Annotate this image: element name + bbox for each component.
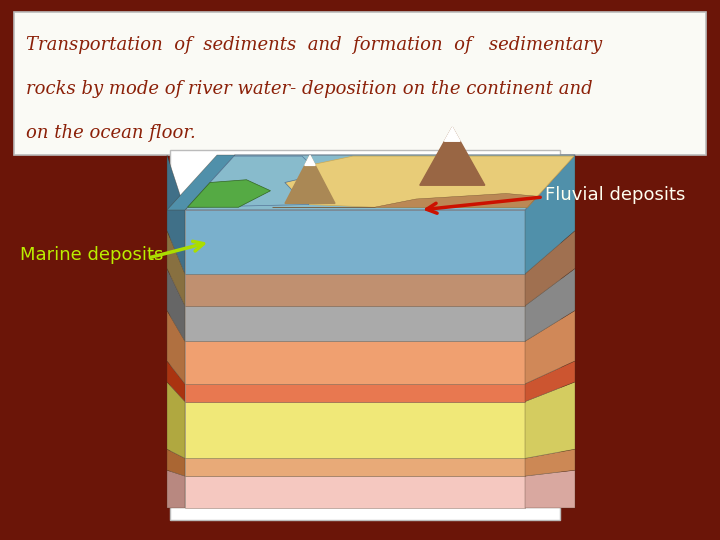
- Polygon shape: [525, 470, 575, 508]
- Polygon shape: [525, 310, 575, 384]
- Bar: [185, 402, 525, 458]
- Polygon shape: [525, 231, 575, 306]
- Polygon shape: [185, 155, 575, 210]
- Bar: [170, 150, 560, 520]
- Text: on the ocean floor.: on the ocean floor.: [26, 124, 196, 142]
- Polygon shape: [525, 361, 575, 402]
- Text: rocks by mode of river water- deposition on the continent and: rocks by mode of river water- deposition…: [26, 80, 593, 98]
- Polygon shape: [167, 449, 185, 476]
- Text: Transportation  of  sediments  and  formation  of   sedimentary: Transportation of sediments and formatio…: [26, 36, 602, 54]
- Bar: [185, 341, 525, 384]
- Polygon shape: [444, 127, 460, 141]
- Polygon shape: [525, 155, 575, 274]
- Polygon shape: [285, 156, 335, 204]
- Bar: [185, 458, 525, 476]
- Polygon shape: [167, 470, 185, 508]
- Bar: [185, 476, 525, 508]
- Polygon shape: [167, 310, 185, 384]
- Polygon shape: [420, 127, 485, 185]
- Polygon shape: [187, 180, 271, 207]
- Polygon shape: [167, 155, 185, 274]
- Bar: [185, 210, 525, 274]
- Polygon shape: [167, 382, 185, 458]
- Polygon shape: [167, 268, 185, 341]
- FancyBboxPatch shape: [14, 12, 706, 155]
- Polygon shape: [525, 382, 575, 458]
- Polygon shape: [167, 361, 185, 402]
- Polygon shape: [525, 268, 575, 341]
- Bar: [185, 384, 525, 402]
- Bar: [185, 274, 525, 306]
- Polygon shape: [167, 231, 185, 306]
- Polygon shape: [167, 155, 235, 210]
- Text: Fluvial deposits: Fluvial deposits: [545, 186, 685, 204]
- Polygon shape: [187, 156, 320, 207]
- Polygon shape: [525, 449, 575, 476]
- Bar: [185, 306, 525, 341]
- Polygon shape: [305, 156, 315, 165]
- Polygon shape: [272, 193, 538, 207]
- Polygon shape: [285, 156, 574, 207]
- Text: Marine deposits: Marine deposits: [20, 246, 163, 264]
